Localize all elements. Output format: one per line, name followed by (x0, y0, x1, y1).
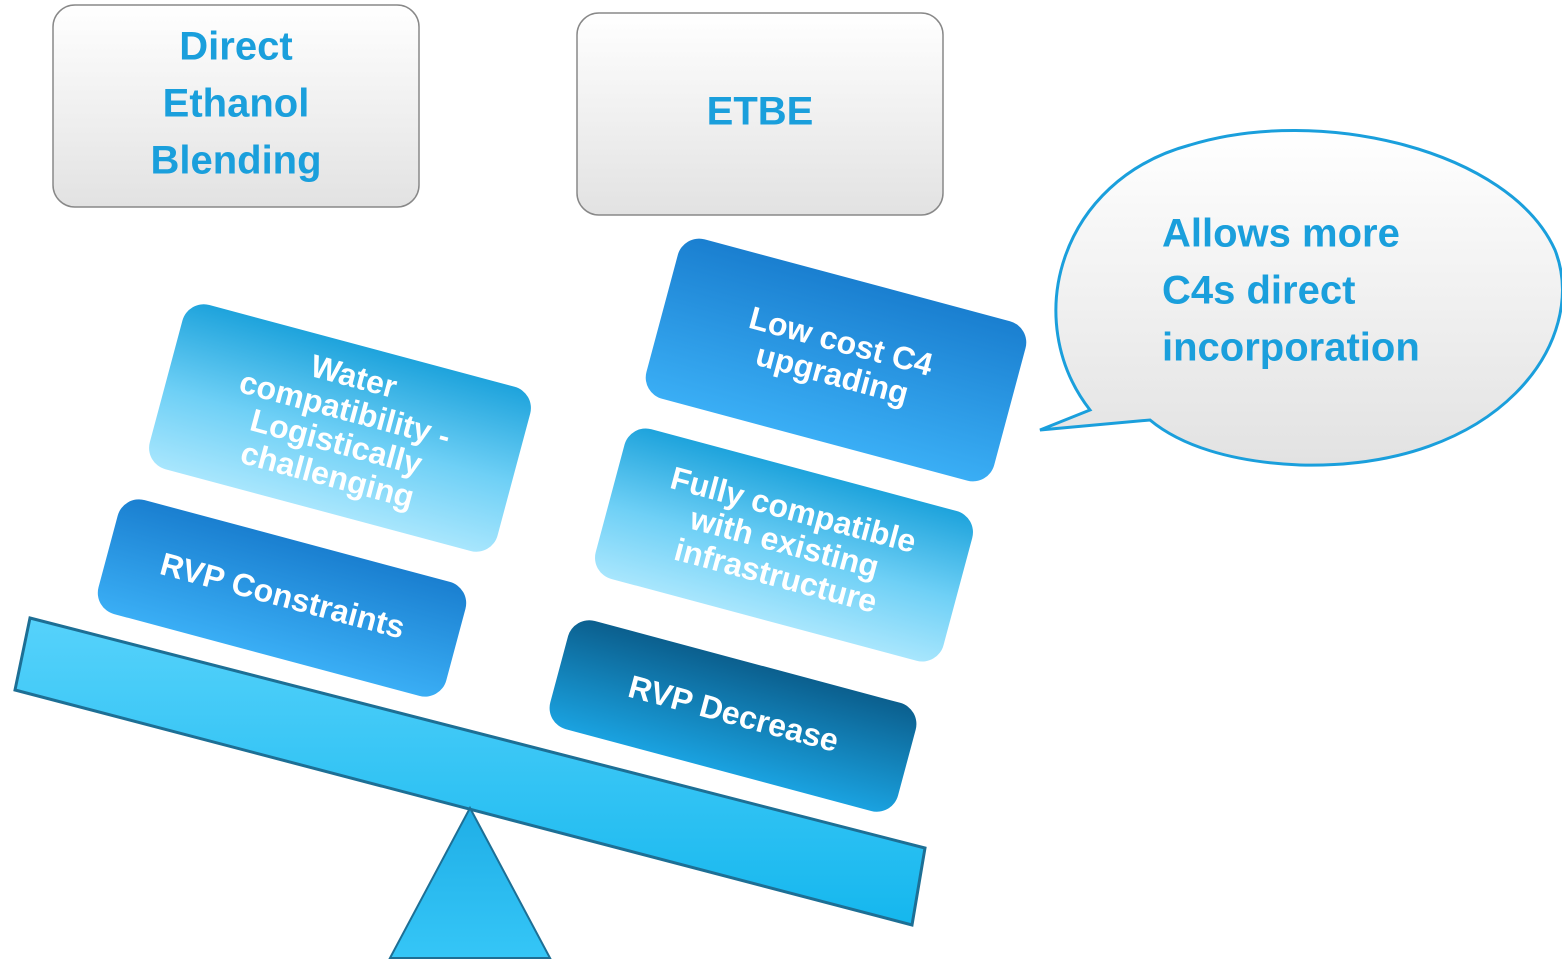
factor-shape (97, 499, 467, 697)
speech-bubble (1039, 128, 1562, 467)
factor-box: RVP Constraints (97, 499, 467, 697)
factor-shape (645, 238, 1027, 482)
label-line: Ethanol (163, 82, 310, 126)
label-line: incorporation (1162, 326, 1420, 370)
label-line: C4s direct (1162, 269, 1355, 313)
fulcrum (388, 805, 552, 959)
factor-shape (595, 428, 973, 662)
balance-beam (13, 616, 927, 927)
header-box (576, 12, 944, 216)
label-line: Direct (179, 25, 292, 69)
header-box (52, 4, 420, 208)
option-header: ETBE (576, 12, 944, 216)
factor-shape (149, 304, 531, 552)
label-line: Allows more (1162, 212, 1400, 256)
label-line: Blending (150, 139, 321, 183)
factor-shape (549, 620, 917, 812)
label-line: ETBE (707, 90, 814, 134)
factor-box: RVP Decrease (549, 620, 917, 812)
option-header: Direct Ethanol Blending (52, 4, 420, 208)
